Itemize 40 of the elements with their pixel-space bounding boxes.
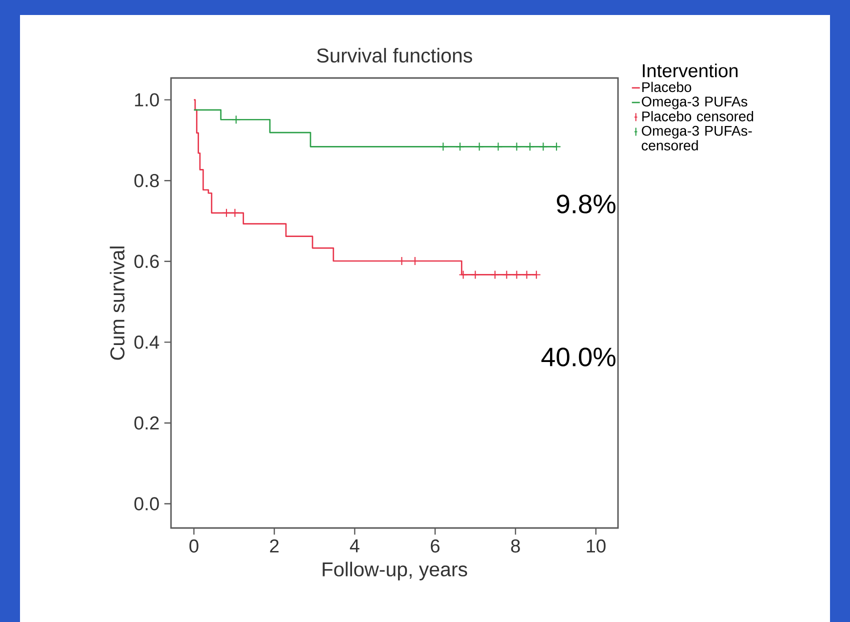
point <box>438 142 448 152</box>
legend-label: Placebo censored <box>642 111 754 122</box>
chart-title: Survival functions <box>317 48 472 63</box>
y-tick-label: 0.2 <box>134 416 159 430</box>
point <box>222 208 232 218</box>
point <box>538 142 548 152</box>
legend-label: Placebo <box>642 82 692 92</box>
point <box>494 142 503 152</box>
point <box>470 270 480 280</box>
point <box>552 142 562 152</box>
point <box>522 270 532 280</box>
x-tick-label: 6 <box>430 539 440 553</box>
y-tick-label: 1.0 <box>135 93 159 106</box>
y-tick-label: 0.4 <box>134 336 160 349</box>
legend-label: Omega-3 PUFAs-censored <box>642 126 752 150</box>
x-tick-label: 0 <box>189 539 198 553</box>
annotation: 9.8% <box>556 194 616 214</box>
annotation: 40.0% <box>541 348 616 366</box>
point <box>512 270 522 280</box>
x-tick-label: 8 <box>511 539 520 553</box>
x-tick-label: 4 <box>350 539 360 552</box>
point <box>532 270 541 280</box>
legend-label: Omega-3 PUFAs <box>642 96 748 110</box>
point <box>490 270 500 280</box>
point <box>502 270 512 280</box>
y-tick-label: 0.6 <box>134 254 159 268</box>
point <box>525 142 535 152</box>
point <box>230 208 240 218</box>
point <box>232 115 241 124</box>
x-axis-title: Follow-up, years <box>322 562 468 580</box>
point <box>474 142 484 152</box>
y-tick-label: 0.0 <box>134 497 159 510</box>
y-tick-label: 0.8 <box>134 174 159 188</box>
point <box>512 142 522 152</box>
legend-title: Intervention <box>642 64 738 78</box>
x-tick-label: 10 <box>586 539 606 553</box>
y-axis-title: Cum survival <box>110 246 125 360</box>
x-tick-label: 2 <box>270 539 279 552</box>
point <box>458 270 468 280</box>
point <box>455 142 465 152</box>
